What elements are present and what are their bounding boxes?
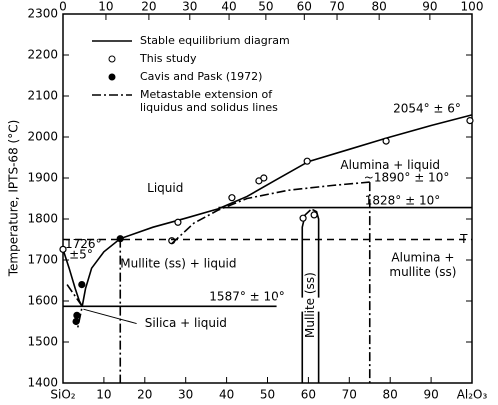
x2-tick-label: 10: [98, 0, 113, 14]
x-tick-label: Al₂O₃: [457, 388, 488, 402]
legend-item: This study: [90, 52, 290, 65]
legend-swatch: [92, 94, 132, 96]
y-tick-label: 2000: [27, 130, 58, 144]
x-tick-label: 60: [301, 388, 316, 402]
x2-tick-label: 70: [329, 0, 344, 14]
y-tick-label: 1500: [27, 335, 58, 349]
data-point: [72, 317, 80, 326]
curve: [171, 181, 370, 245]
legend-label: Cavis and Pask (1972): [140, 70, 263, 83]
y-tick-label: 1600: [27, 294, 58, 308]
annotation: ±5°: [69, 248, 93, 262]
legend-item: Cavis and Pask (1972): [90, 70, 290, 83]
swatch-marker: [108, 73, 116, 81]
data-point: [303, 157, 311, 165]
y-tick-label: 1400: [27, 376, 58, 390]
legend: Stable equilibrium diagram This study Cavi…: [90, 34, 290, 119]
data-point: [78, 281, 86, 289]
x-tick-label: 70: [342, 388, 357, 402]
data-point: [228, 194, 236, 202]
data-point: [174, 218, 182, 226]
legend-label: Metastable extension of liquidus and sol…: [140, 88, 278, 114]
x-tick-label: 40: [219, 388, 234, 402]
data-point: [73, 311, 81, 319]
x2-tick-label: 60: [297, 0, 312, 14]
x2-tick-label: 90: [422, 0, 437, 14]
x-tick-label: SiO₂: [50, 388, 75, 402]
y-tick-label: 1700: [27, 253, 58, 267]
annotation: 2054° ± 6°: [393, 102, 461, 116]
legend-item: Metastable extension of liquidus and sol…: [90, 88, 290, 114]
swatch-marker: [108, 55, 116, 63]
x-tick-label: 80: [383, 388, 398, 402]
legend-label: Stable equilibrium diagram: [140, 34, 290, 47]
annotation: Liquid: [147, 181, 183, 195]
curve: [81, 114, 473, 307]
curve: [66, 284, 84, 330]
data-point: [310, 211, 318, 219]
x-tick-label: 10: [96, 388, 111, 402]
leader: [83, 308, 137, 325]
y-tick-label: 2200: [27, 48, 58, 62]
legend-label: This study: [140, 52, 197, 65]
annotation: Alumina +: [391, 250, 454, 264]
legend-item: Stable equilibrium diagram: [90, 34, 290, 47]
annotation: 1726°: [65, 237, 102, 251]
annotation: T: [459, 232, 468, 246]
label-bg: [276, 297, 345, 312]
x-tick-label: 30: [178, 388, 193, 402]
annotation: ~1890° ± 10°: [364, 171, 450, 185]
x2-tick-label: 40: [221, 0, 236, 14]
annotation: Silica + liquid: [145, 316, 227, 330]
x2-tick-label: 30: [182, 0, 197, 14]
data-point: [382, 137, 390, 145]
legend-swatch: [108, 73, 116, 81]
data-point: [299, 214, 307, 222]
x2-tick-label: 0: [59, 0, 67, 14]
x-tick-label: 20: [137, 388, 152, 402]
legend-swatch: [92, 40, 132, 42]
x2-tick-label: 50: [258, 0, 273, 14]
y-axis-label: Temperature, IPTS-68 (°C): [7, 120, 21, 278]
x2-tick-label: 80: [372, 0, 387, 14]
y-tick-label: 1800: [27, 212, 58, 226]
annotation: Alumina + liquid: [340, 158, 440, 172]
annotation: 1587° ± 10°: [209, 289, 285, 303]
data-point: [59, 245, 67, 253]
annotation: mullite (ss): [389, 265, 456, 279]
legend-swatch: [108, 55, 116, 63]
annotation: Mullite (ss): [303, 272, 317, 338]
annotation: 1828° ± 10°: [365, 193, 441, 207]
annotation: Mullite (ss) + liquid: [120, 257, 236, 271]
data-point: [260, 174, 268, 182]
data-point: [466, 116, 474, 125]
y-tick-label: 1900: [27, 171, 58, 185]
x-tick-label: 50: [260, 388, 275, 402]
y-tick-label: 2300: [27, 7, 58, 21]
y-tick-label: 2100: [27, 89, 58, 103]
x2-tick-label: 20: [141, 0, 156, 14]
x-tick-label: 90: [423, 388, 438, 402]
x2-tick-label: 100: [461, 0, 484, 14]
